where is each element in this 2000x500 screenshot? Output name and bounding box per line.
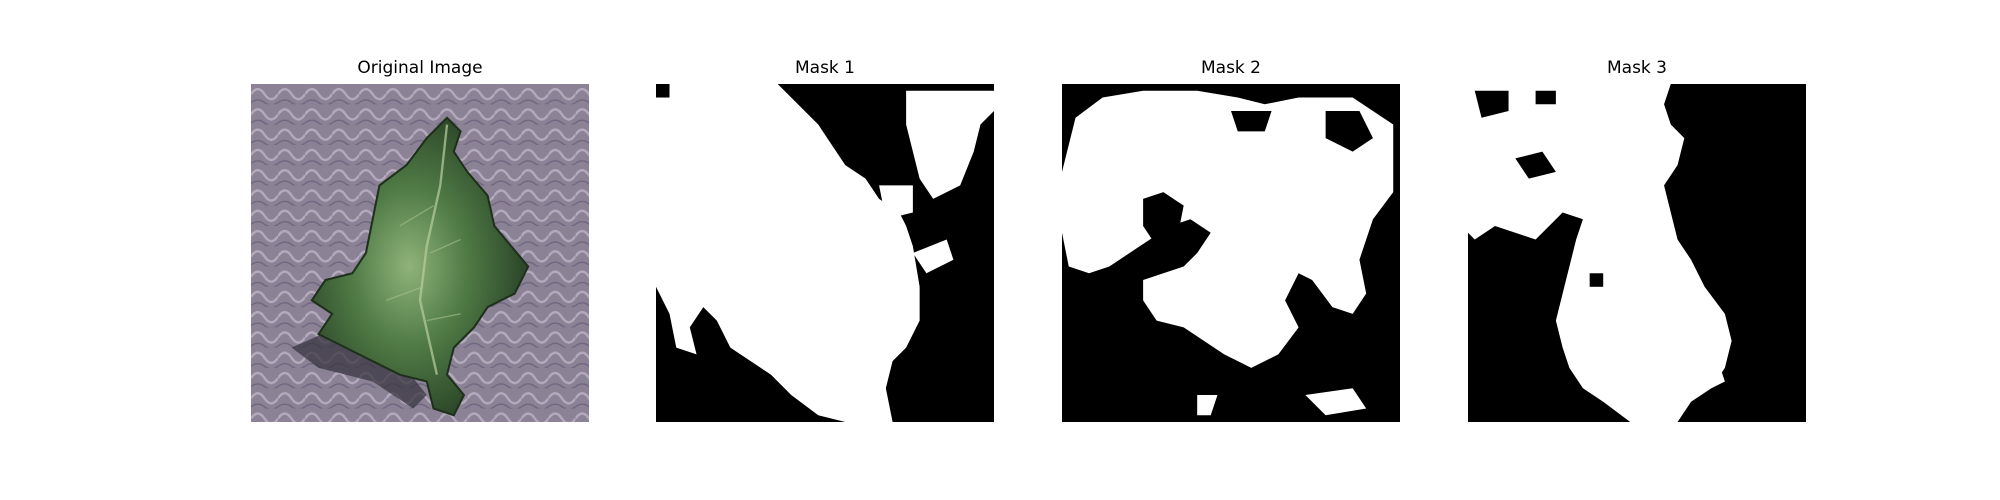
mask-region — [656, 84, 920, 422]
panel-original-image: Original Image — [251, 58, 589, 428]
panel-title: Mask 2 — [1200, 58, 1261, 78]
mask-2-image — [1062, 84, 1400, 422]
mask-1-image — [656, 84, 994, 422]
panel-mask-3: Mask 3 — [1468, 58, 1806, 428]
panel-title: Mask 3 — [1606, 58, 1667, 78]
leaf-shadow — [291, 320, 427, 409]
leaf-vein — [418, 124, 449, 375]
panel-mask-1: Mask 1 — [656, 58, 994, 428]
panel-title: Original Image — [357, 58, 483, 78]
panel-mask-2: Mask 2 — [1062, 58, 1400, 428]
mask-3-image — [1468, 84, 1806, 422]
panel-title: Mask 1 — [794, 58, 855, 78]
original-image — [251, 84, 589, 422]
mask-region — [1062, 90, 1394, 368]
leaf-shape — [310, 116, 530, 417]
